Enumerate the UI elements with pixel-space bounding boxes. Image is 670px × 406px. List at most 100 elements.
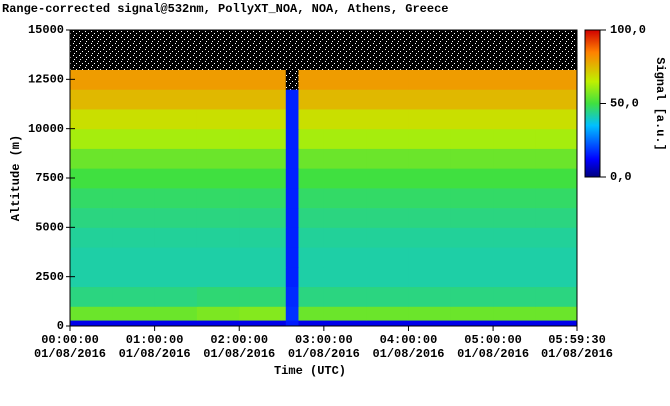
heatmap-cell [298,30,325,70]
heatmap-cell [493,227,536,248]
heatmap-cell [493,148,536,169]
heatmap-cell [493,108,536,130]
heatmap-cell [366,128,409,149]
x-tick-label: 05:59:30 01/08/2016 [540,333,613,361]
heatmap-cell [285,148,299,169]
heatmap-cell [154,108,198,130]
heatmap-cell [112,187,156,209]
heatmap-cell [493,89,536,110]
heatmap-cell [450,207,494,228]
heatmap-cell [298,320,325,327]
heatmap-cell [535,89,578,110]
heatmap-cell [323,30,367,70]
heatmap-cell [285,128,299,149]
heatmap-cell [493,247,536,268]
heatmap-cell [366,89,409,110]
heatmap-cell [450,286,494,307]
heatmap-cell [196,247,240,268]
heatmap-cell [285,286,299,307]
heatmap-cell [366,207,409,228]
heatmap-cell [323,128,367,149]
heatmap-cell [366,187,409,209]
heatmap-cell [70,108,113,130]
heatmap-cell [281,168,287,189]
heatmap-cell [535,207,578,228]
heatmap-cell [408,247,452,268]
heatmap-cell [298,227,325,248]
heatmap-cell [70,128,113,149]
heatmap-cell [493,286,536,307]
heatmap-cell [239,187,283,209]
heatmap-cell [493,266,536,288]
heatmap-cell [239,89,283,110]
heatmap-cell [535,128,578,149]
heatmap-cell [154,247,198,268]
x-tick-label: 00:00:00 01/08/2016 [33,333,106,361]
heatmap-cell [298,306,325,321]
heatmap-cell [239,148,283,169]
y-tick-label: 10000 [28,122,64,136]
heatmap-cell [323,148,367,169]
heatmap-cell [154,148,198,169]
heatmap-cell [285,69,299,90]
y-tick-label: 5000 [35,221,64,235]
heatmap-cell [196,207,240,228]
heatmap-cell [196,286,240,307]
heatmap-cell [239,306,283,321]
heatmap-cell [535,168,578,189]
heatmap-cell [196,89,240,110]
heatmap-cell [298,168,325,189]
heatmap-cell [408,168,452,189]
heatmap-cell [112,247,156,268]
heatmap-cell [70,168,113,189]
heatmap-cell [298,266,325,288]
heatmap-cell [298,187,325,209]
heatmap-cell [450,187,494,209]
heatmap-cell [408,148,452,169]
heatmap-cell [285,168,299,189]
heatmap-cell [281,286,287,307]
heatmap-cell [535,69,578,90]
heatmap-cell [70,227,113,248]
heatmap-cell [493,69,536,90]
heatmap-cell [154,30,198,70]
heatmap-cell [298,69,325,90]
heatmap-cell [285,187,299,209]
heatmap-cell [408,320,452,327]
heatmap-cell [323,69,367,90]
heatmap-cell [366,168,409,189]
heatmap-cell [154,320,198,327]
heatmap-cell [70,89,113,110]
heatmap-cell [285,247,299,268]
heatmap-cell [281,320,287,327]
heatmap-cell [450,128,494,149]
heatmap-cell [281,128,287,149]
heatmap-cell [70,306,113,321]
heatmap-cell [450,247,494,268]
heatmap-cell [239,320,283,327]
heatmap-cell [112,320,156,327]
heatmap-cell [298,108,325,130]
heatmap-cell [70,207,113,228]
heatmap-cell [535,247,578,268]
heatmap-cell [112,108,156,130]
heatmap-cell [239,69,283,90]
heatmap-cell [323,207,367,228]
heatmap-cell [535,320,578,327]
heatmap-cell [493,30,536,70]
heatmap-cell [196,320,240,327]
heatmap-cell [298,148,325,169]
heatmap-cell [366,148,409,169]
heatmap-cell [408,69,452,90]
heatmap-cell [493,128,536,149]
heatmap-cell [493,187,536,209]
heatmap-cell [298,128,325,149]
colorbar-tick-label: 50,0 [610,97,639,111]
heatmap-cell [535,108,578,130]
heatmap-cell [239,247,283,268]
heatmap-cell [70,320,113,327]
heatmap-cell [70,266,113,288]
heatmap-cell [281,89,287,110]
